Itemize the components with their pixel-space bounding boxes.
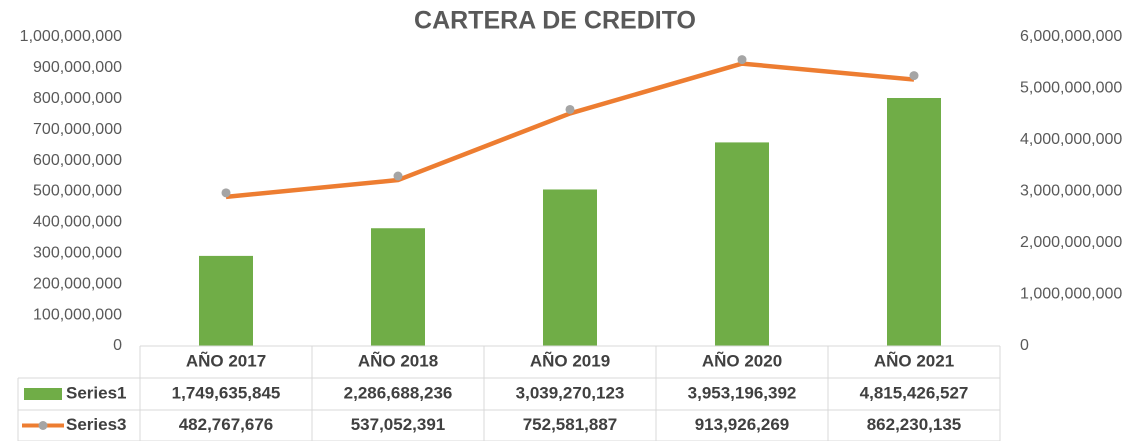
table-value: 2,286,688,236	[344, 383, 453, 402]
y2-tick-label: 4,000,000,000	[1020, 131, 1122, 148]
line-marker	[221, 188, 231, 198]
y-tick-label: 500,000,000	[33, 183, 122, 200]
bar	[371, 228, 425, 346]
y2-tick-label: 3,000,000,000	[1020, 183, 1122, 200]
legend-key	[24, 388, 62, 400]
table-value: 3,039,270,123	[516, 383, 625, 402]
table-header: AÑO 2018	[358, 350, 438, 370]
y-tick-label: 300,000,000	[33, 245, 122, 262]
bar	[199, 255, 253, 346]
table-header: AÑO 2019	[530, 350, 610, 370]
y2-tick-label: 6,000,000,000	[1020, 28, 1122, 45]
y-tick-label: 600,000,000	[33, 152, 122, 169]
y-tick-label: 100,000,000	[33, 306, 122, 323]
table-header: AÑO 2021	[874, 350, 954, 370]
y-tick-label: 1,000,000,000	[20, 28, 122, 45]
y2-tick-label: 0	[1020, 337, 1029, 354]
line-marker	[909, 71, 919, 81]
y-tick-label: 200,000,000	[33, 275, 122, 292]
table-value: 537,052,391	[351, 415, 446, 434]
y-tick-label: 800,000,000	[33, 90, 122, 107]
line-marker	[737, 55, 747, 65]
legend-label: Series1	[66, 383, 127, 402]
legend-label: Series3	[66, 415, 127, 434]
table-value: 3,953,196,392	[688, 383, 797, 402]
table-header: AÑO 2020	[702, 350, 782, 370]
table-value: 4,815,426,527	[860, 383, 969, 402]
line-marker	[393, 171, 403, 181]
y2-tick-label: 5,000,000,000	[1020, 80, 1122, 97]
y2-tick-label: 1,000,000,000	[1020, 286, 1122, 303]
y2-tick-label: 2,000,000,000	[1020, 234, 1122, 251]
table-value: 913,926,269	[695, 415, 790, 434]
table-value: 752,581,887	[523, 415, 618, 434]
table-value: 1,749,635,845	[172, 383, 281, 402]
table-header: AÑO 2017	[186, 350, 266, 370]
table-value: 862,230,135	[867, 415, 962, 434]
y-tick-label: 700,000,000	[33, 121, 122, 138]
bar	[543, 189, 597, 346]
chart-title: CARTERA DE CREDITO	[414, 7, 696, 35]
legend-key-marker	[38, 421, 48, 430]
bar	[715, 142, 769, 346]
bar	[887, 98, 941, 347]
table-value: 482,767,676	[179, 415, 274, 434]
line-marker	[565, 104, 575, 114]
y-tick-label: 0	[113, 337, 122, 354]
y-tick-label: 900,000,000	[33, 59, 122, 76]
y-tick-label: 400,000,000	[33, 214, 122, 231]
